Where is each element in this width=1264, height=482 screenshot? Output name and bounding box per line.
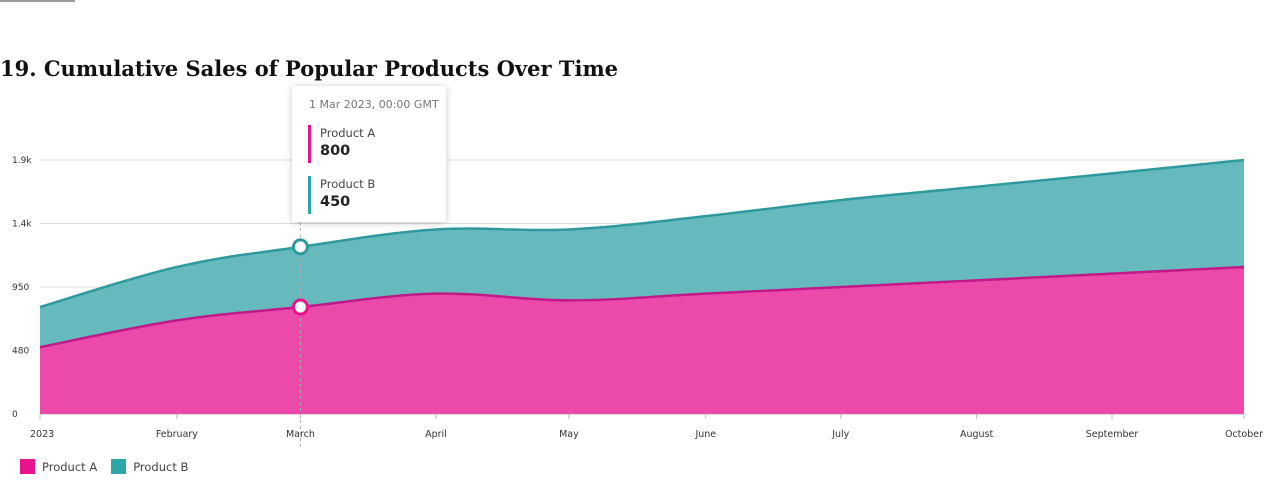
x-tick-label: 2023 [30, 429, 54, 440]
legend-swatch-product-a [20, 459, 35, 474]
tooltip-date: 1 Mar 2023, 00:00 GMT [309, 98, 439, 111]
y-tick-label: 480 [12, 347, 29, 357]
x-tick-label: October [1225, 429, 1263, 440]
tooltip-row-product-b: Product B 450 [308, 176, 432, 214]
x-tick-label: February [156, 429, 198, 440]
x-tick-label: August [960, 429, 994, 440]
legend-swatch-product-b [111, 459, 127, 474]
legend-item-product-b[interactable]: Product B [111, 459, 188, 474]
tooltip-color-bar-product-a [308, 125, 311, 163]
line-product-a [39, 265, 1245, 349]
tooltip-series-name: Product B [320, 177, 376, 191]
chart-title: 19. Cumulative Sales of Popular Products… [0, 56, 619, 81]
y-tick-label: 1.4k [12, 220, 32, 230]
legend-item-product-a[interactable]: Product A [20, 459, 97, 474]
area-product-b [40, 160, 1244, 348]
y-tick-label: 950 [12, 283, 29, 293]
x-tick-label: September [1086, 429, 1139, 440]
area-product-a [40, 266, 1244, 414]
chart-legend: Product A Product B [20, 459, 188, 474]
data-point-marker [291, 238, 309, 256]
x-tick-label: April [425, 429, 447, 440]
legend-label: Product B [133, 459, 189, 474]
tooltip-series-value: 450 [320, 194, 351, 210]
line-product-b [39, 158, 1245, 309]
tooltip-series-value: 800 [320, 143, 351, 159]
chart-tooltip: 1 Mar 2023, 00:00 GMT Product A 800 Prod… [292, 86, 446, 222]
tooltip-row-product-a: Product A 800 [308, 125, 432, 163]
x-tick-label: June [694, 429, 716, 440]
x-tick-label: July [831, 429, 849, 440]
legend-label: Product A [42, 459, 98, 474]
data-point-marker [291, 298, 309, 316]
x-tick-label: May [559, 429, 579, 440]
y-tick-label: 0 [12, 410, 18, 420]
tooltip-series-name: Product A [320, 126, 376, 140]
tooltip-color-bar-product-b [308, 176, 311, 214]
top-divider [0, 0, 75, 2]
y-tick-label: 1.9k [12, 156, 32, 166]
